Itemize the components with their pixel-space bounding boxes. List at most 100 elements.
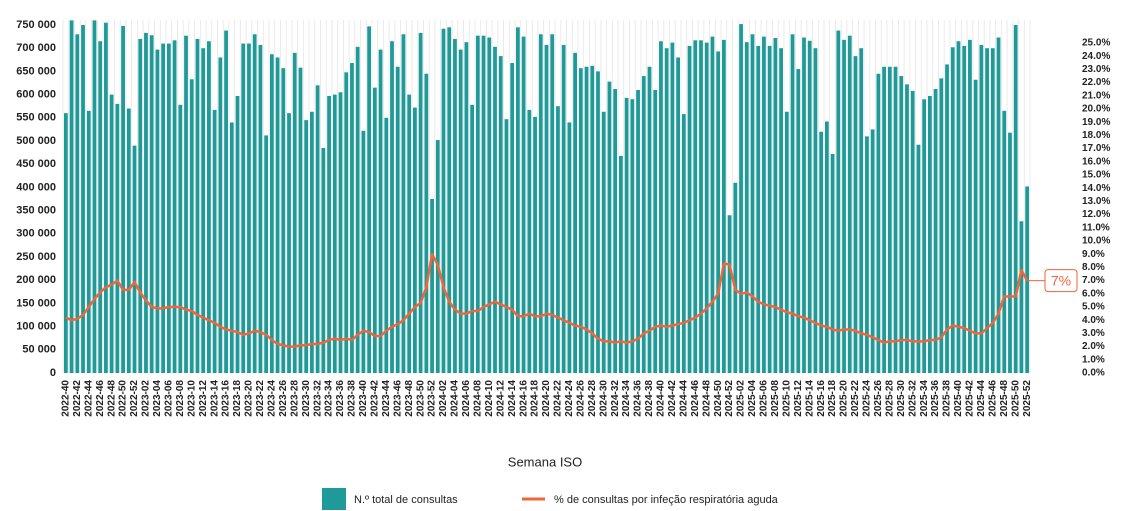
- x-tick-label: 2024-38: [644, 380, 655, 417]
- y2-tick-label: 2.0%: [1082, 341, 1105, 352]
- y2-tick-label: 25.0%: [1082, 38, 1110, 49]
- x-tick-label: 2023-32: [312, 380, 323, 417]
- bar: [510, 63, 515, 373]
- bar: [292, 52, 297, 374]
- bar: [327, 95, 331, 373]
- x-tick-label: 2025-22: [850, 380, 861, 417]
- x-tick-label: 2025-06: [759, 380, 770, 417]
- y2-tick-label: 0.0%: [1082, 368, 1105, 379]
- bar: [653, 89, 658, 374]
- bar: [807, 40, 812, 373]
- x-tick-label: 2025-04: [747, 380, 758, 417]
- y2-tick-label: 15.0%: [1082, 170, 1110, 181]
- x-tick-label: 2022-46: [95, 380, 106, 417]
- bar: [910, 90, 915, 373]
- x-tick-label: 2025-34: [919, 380, 930, 417]
- y2-tick-label: 13.0%: [1082, 196, 1110, 207]
- bar: [973, 79, 978, 373]
- bar: [144, 32, 148, 373]
- x-tick-label: 2023-08: [175, 380, 186, 417]
- y2-tick-label: 11.0%: [1082, 222, 1110, 233]
- bar: [710, 36, 715, 373]
- bar: [1019, 221, 1024, 373]
- x-tick-label: 2023-48: [404, 380, 415, 417]
- bar: [109, 94, 114, 373]
- legend-swatch: [322, 488, 346, 510]
- x-tick-label: 2022-52: [129, 380, 140, 417]
- bar: [979, 44, 984, 374]
- bar: [664, 48, 669, 373]
- x-tick-label: 2024-34: [621, 380, 632, 417]
- x-tick-label: 2024-46: [690, 380, 701, 417]
- bar: [716, 51, 721, 373]
- y2-tick-label: 1.0%: [1082, 354, 1105, 365]
- x-tick-label: 2023-42: [369, 380, 380, 417]
- bar: [516, 27, 520, 373]
- x-tick-label: 2024-02: [438, 380, 449, 417]
- bar: [332, 94, 337, 373]
- bar: [384, 117, 389, 373]
- bar: [733, 182, 738, 373]
- bar: [870, 129, 875, 373]
- legend-label: N.º total de consultas: [354, 494, 458, 506]
- bar: [842, 39, 846, 374]
- x-tick-label: 2025-38: [942, 380, 953, 417]
- x-tick-label: 2024-08: [472, 380, 483, 417]
- bar: [275, 57, 280, 373]
- bar: [504, 119, 509, 373]
- bar: [950, 47, 955, 373]
- x-tick-label: 2025-14: [804, 380, 815, 417]
- bar: [464, 42, 469, 373]
- bar: [378, 49, 383, 373]
- bar: [241, 43, 246, 374]
- bar: [475, 35, 480, 374]
- y-tick-label: 750 000: [16, 19, 56, 31]
- bar: [1013, 25, 1018, 373]
- y-tick-label: 300 000: [16, 228, 56, 240]
- bar: [756, 45, 761, 373]
- x-tick-label: 2024-28: [587, 380, 598, 417]
- bar: [704, 42, 709, 374]
- bar: [830, 153, 835, 373]
- y2-tick-label: 24.0%: [1082, 51, 1110, 62]
- bar: [401, 34, 406, 373]
- y2-tick-label: 22.0%: [1082, 77, 1110, 88]
- bar: [933, 89, 938, 374]
- y2-tick-label: 17.0%: [1082, 143, 1110, 154]
- bar: [258, 44, 263, 374]
- bar: [1008, 132, 1012, 373]
- bar: [727, 215, 732, 373]
- y2-tick-label: 8.0%: [1082, 262, 1105, 273]
- x-tick-label: 2023-46: [392, 380, 403, 417]
- bar: [905, 84, 909, 373]
- x-tick-label: 2022-42: [72, 380, 83, 417]
- bar: [166, 43, 171, 374]
- bar: [298, 67, 303, 374]
- bar: [435, 140, 440, 373]
- x-tick-label: 2024-10: [484, 380, 495, 417]
- bar: [149, 35, 154, 373]
- y-tick-label: 350 000: [16, 205, 56, 217]
- bar: [115, 103, 120, 373]
- x-tick-label: 2023-24: [266, 380, 277, 417]
- x-tick-label: 2023-06: [163, 380, 174, 417]
- bar: [538, 34, 543, 373]
- bar: [773, 37, 778, 373]
- bar: [550, 34, 555, 373]
- bar: [824, 121, 829, 374]
- bar: [927, 95, 932, 373]
- x-tick-label: 2025-12: [793, 380, 804, 417]
- bar: [207, 41, 211, 374]
- bar: [899, 76, 904, 373]
- bar: [836, 30, 841, 374]
- y2-tick-label: 18.0%: [1082, 130, 1110, 141]
- bar: [126, 108, 131, 374]
- bar: [75, 34, 80, 373]
- bar: [281, 68, 286, 373]
- bar: [247, 43, 251, 374]
- x-tick-label: 2023-22: [255, 380, 266, 417]
- bar: [762, 36, 766, 373]
- bar: [859, 48, 864, 373]
- bar: [252, 34, 257, 373]
